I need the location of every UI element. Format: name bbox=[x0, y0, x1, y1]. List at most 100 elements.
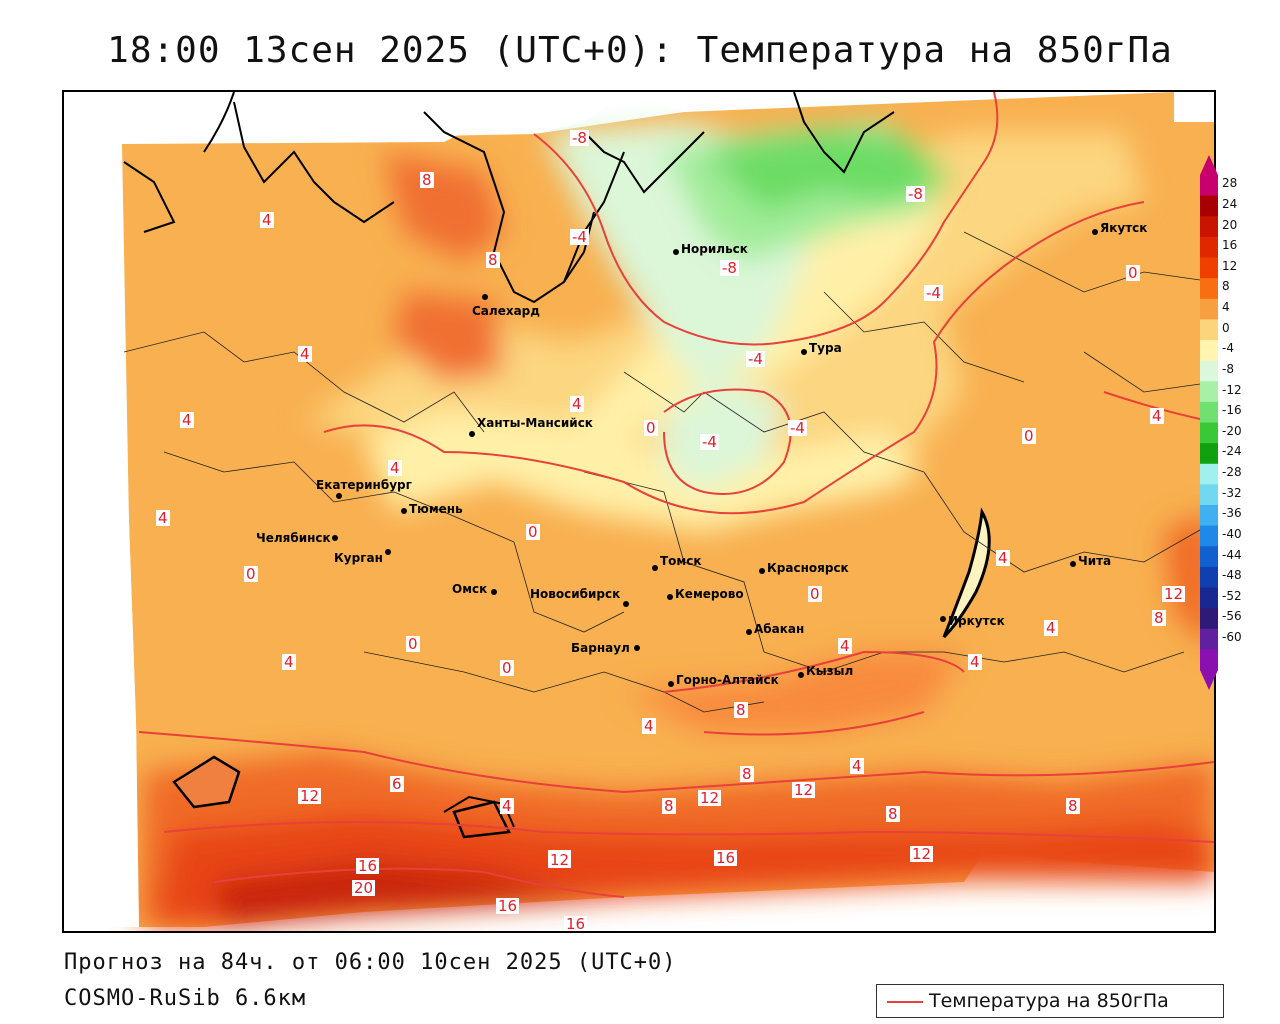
contour-label: -4 bbox=[700, 433, 719, 451]
city-label: Омск bbox=[452, 582, 488, 596]
color-scale-tick-label: -28 bbox=[1222, 465, 1242, 479]
contour-label: 4 bbox=[156, 509, 170, 527]
color-scale-tick-label: 28 bbox=[1222, 176, 1238, 191]
city-marker bbox=[634, 645, 640, 651]
color-scale-tick-label: -12 bbox=[1222, 382, 1242, 397]
color-scale-swatch bbox=[1200, 216, 1218, 238]
city-marker bbox=[385, 549, 391, 555]
color-scale-tick-label: 4 bbox=[1222, 300, 1230, 314]
contour-label: 16 bbox=[496, 897, 520, 915]
city-marker bbox=[668, 681, 674, 687]
contour-label: 8 bbox=[740, 765, 754, 783]
contour-label: -8 bbox=[906, 185, 925, 203]
legend-line-swatch bbox=[887, 1001, 923, 1003]
color-scale-swatch bbox=[1200, 505, 1218, 527]
color-scale-tick-label: -20 bbox=[1222, 423, 1242, 438]
contour-label: 8 bbox=[1152, 609, 1166, 627]
contour-label: 0 bbox=[644, 419, 658, 437]
map-area[interactable]: -8 8 4 8 -8 -4 -8 0 -4 4 4 -4 -4 -4 4 0 … bbox=[62, 90, 1216, 933]
city-label: Норильск bbox=[681, 242, 748, 256]
color-scale-swatch bbox=[1200, 340, 1218, 362]
coastlines bbox=[123, 92, 895, 828]
city-marker bbox=[759, 568, 765, 574]
contour-label: 4 bbox=[570, 395, 584, 413]
color-scale-swatch bbox=[1200, 175, 1218, 197]
color-scale-tick-label: 16 bbox=[1222, 238, 1238, 253]
contour-label: 8 bbox=[486, 251, 500, 269]
contour-label: 0 bbox=[1022, 427, 1036, 445]
color-scale-bar bbox=[1200, 155, 1218, 690]
city-label: Чита bbox=[1078, 554, 1112, 568]
color-scale-tick-label: -40 bbox=[1222, 526, 1242, 541]
temperature-map bbox=[64, 92, 1214, 927]
contour-label: -4 bbox=[746, 350, 765, 368]
contour-label: 12 bbox=[910, 845, 934, 863]
color-scale-swatch bbox=[1200, 422, 1218, 444]
city-marker bbox=[623, 601, 629, 607]
color-scale-swatch bbox=[1200, 463, 1218, 485]
contour-label: 4 bbox=[388, 459, 402, 477]
isotherms bbox=[138, 92, 1214, 898]
color-scale-tick-label: -48 bbox=[1222, 568, 1242, 583]
contour-label: 12 bbox=[792, 781, 816, 799]
contour-label: 0 bbox=[526, 523, 540, 541]
contour-label: 12 bbox=[298, 787, 322, 805]
contour-label: 0 bbox=[1126, 264, 1140, 282]
color-scale-swatch bbox=[1200, 401, 1218, 423]
contour-label: 4 bbox=[996, 549, 1010, 567]
city-label: Якутск bbox=[1100, 221, 1148, 235]
contour-label: 4 bbox=[850, 757, 864, 775]
contour-label: 4 bbox=[298, 345, 312, 363]
color-scale-swatch bbox=[1200, 587, 1218, 609]
forecast-info: Прогноз на 84ч. от 06:00 10сен 2025 (UTC… bbox=[64, 950, 677, 975]
contour-label: 16 bbox=[356, 857, 380, 875]
contour-label: -8 bbox=[570, 129, 589, 147]
contour-label: 8 bbox=[734, 701, 748, 719]
contour-label: 8 bbox=[662, 797, 676, 815]
contour-label: 6 bbox=[390, 775, 404, 793]
contour-label: 0 bbox=[500, 659, 514, 677]
city-marker bbox=[1070, 561, 1076, 567]
contour-label: 12 bbox=[548, 851, 572, 869]
color-scale-bottom-arrow bbox=[1200, 670, 1218, 690]
city-marker bbox=[652, 565, 658, 571]
city-label: Курган bbox=[334, 551, 383, 565]
color-scale-swatch bbox=[1200, 443, 1218, 465]
contour-label: 0 bbox=[406, 635, 420, 653]
color-scale-swatch bbox=[1200, 257, 1218, 279]
color-scale-swatch bbox=[1200, 566, 1218, 588]
contour-label: 20 bbox=[352, 879, 376, 897]
color-scale-swatch bbox=[1200, 381, 1218, 403]
contour-label: 8 bbox=[420, 171, 434, 189]
contour-label: 4 bbox=[642, 717, 656, 735]
city-marker bbox=[1092, 229, 1098, 235]
contour-label: 0 bbox=[808, 585, 822, 603]
contour-label: 4 bbox=[180, 411, 194, 429]
color-scale-swatch bbox=[1200, 484, 1218, 506]
city-label: Барнаул bbox=[571, 641, 630, 655]
color-scale-tick-label: 8 bbox=[1222, 279, 1230, 294]
contour-label: 4 bbox=[1044, 619, 1058, 637]
contour-label: -8 bbox=[720, 259, 739, 277]
color-scale-swatch bbox=[1200, 236, 1218, 258]
city-label: Тюмень bbox=[409, 502, 463, 516]
city-marker bbox=[401, 508, 407, 514]
city-marker bbox=[491, 589, 497, 595]
color-scale-top-arrow bbox=[1200, 155, 1218, 175]
city-marker bbox=[746, 629, 752, 635]
city-marker bbox=[332, 535, 338, 541]
contour-label: 4 bbox=[1150, 407, 1164, 425]
color-scale-tick-label: 24 bbox=[1222, 196, 1238, 211]
color-scale-tick-label: -24 bbox=[1222, 444, 1242, 459]
city-marker bbox=[673, 249, 679, 255]
city-marker bbox=[667, 594, 673, 600]
color-scale-swatch bbox=[1200, 628, 1218, 650]
color-scale-tick-label: -36 bbox=[1222, 506, 1242, 521]
contour-label: 8 bbox=[1066, 797, 1080, 815]
contour-label: -4 bbox=[788, 419, 807, 437]
city-label: Красноярск bbox=[767, 561, 849, 575]
color-scale-tick-label: -8 bbox=[1222, 361, 1234, 376]
color-scale-tick-label: 20 bbox=[1222, 217, 1238, 232]
temperature-zones bbox=[139, 122, 1214, 927]
city-label: Новосибирск bbox=[530, 587, 621, 601]
